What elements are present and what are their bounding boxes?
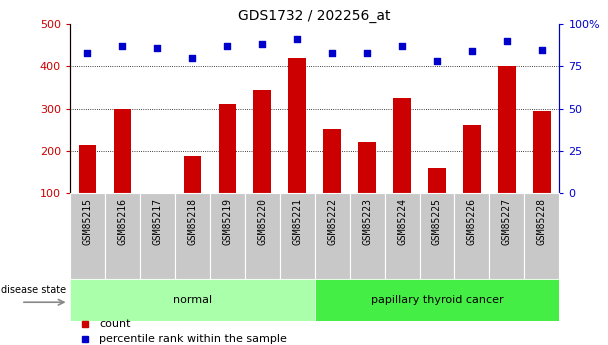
Point [397,43,407,49]
Bar [489,193,525,279]
Bar [498,66,516,235]
Bar [533,111,551,235]
Point [117,43,127,49]
Point [153,45,162,51]
Text: GSM85227: GSM85227 [502,197,512,245]
Point [432,59,442,64]
Bar [288,58,306,235]
Bar [280,193,315,279]
Bar [175,193,210,279]
Text: GSM85222: GSM85222 [327,197,337,245]
Text: percentile rank within the sample: percentile rank within the sample [99,335,287,344]
Bar [323,129,341,235]
Bar [454,193,489,279]
Bar [463,125,481,235]
Point [502,38,512,44]
Bar [315,279,559,321]
Bar [114,109,131,235]
Bar [315,193,350,279]
Bar [420,193,454,279]
Bar [524,193,559,279]
Text: GSM85218: GSM85218 [187,197,197,245]
Bar [218,104,236,235]
Bar [350,193,384,279]
Bar [244,193,280,279]
Bar [210,193,244,279]
Bar [184,156,201,235]
Point [223,43,232,49]
Point [257,42,267,47]
Point [187,55,197,61]
Bar [70,193,105,279]
Text: GSM85216: GSM85216 [117,197,127,245]
Point [83,50,92,56]
Bar [385,193,420,279]
Text: GSM85217: GSM85217 [153,197,162,245]
Text: GSM85215: GSM85215 [83,197,92,245]
Bar [393,98,411,235]
Point [467,48,477,54]
Text: GSM85225: GSM85225 [432,197,442,245]
Bar [358,142,376,235]
Text: disease state: disease state [1,285,66,295]
Point [292,37,302,42]
Point [537,47,547,52]
Text: GSM85220: GSM85220 [257,197,267,245]
Text: GSM85226: GSM85226 [467,197,477,245]
Bar [140,193,175,279]
Title: GDS1732 / 202256_at: GDS1732 / 202256_at [238,9,391,23]
Text: GSM85223: GSM85223 [362,197,372,245]
Bar [148,193,166,235]
Text: normal: normal [173,295,212,305]
Text: GSM85221: GSM85221 [292,197,302,245]
Text: count: count [99,319,131,329]
Bar [105,193,140,279]
Point [327,50,337,56]
Text: GSM85224: GSM85224 [397,197,407,245]
Text: GSM85219: GSM85219 [223,197,232,245]
Text: papillary thyroid cancer: papillary thyroid cancer [371,295,503,305]
Bar [428,168,446,235]
Bar [78,145,96,235]
Text: GSM85228: GSM85228 [537,197,547,245]
Bar [70,279,315,321]
Point [362,50,372,56]
Bar [254,90,271,235]
